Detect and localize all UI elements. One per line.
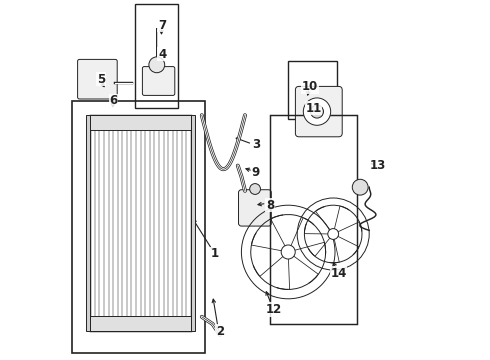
Text: 10: 10 <box>302 80 318 93</box>
Bar <box>288 61 337 119</box>
FancyBboxPatch shape <box>239 190 271 226</box>
Bar <box>135 4 178 108</box>
Text: 1: 1 <box>210 247 219 260</box>
Text: 6: 6 <box>109 94 118 107</box>
Circle shape <box>149 57 165 73</box>
FancyBboxPatch shape <box>77 59 117 99</box>
Bar <box>90 115 191 130</box>
Text: 9: 9 <box>252 166 260 179</box>
Circle shape <box>352 179 368 195</box>
FancyBboxPatch shape <box>295 86 342 137</box>
Text: 7: 7 <box>158 19 166 32</box>
Text: 2: 2 <box>216 325 224 338</box>
Bar <box>72 101 205 353</box>
Text: 14: 14 <box>330 267 347 280</box>
Text: 12: 12 <box>266 303 282 316</box>
Circle shape <box>328 229 339 239</box>
Bar <box>191 115 195 331</box>
Circle shape <box>250 184 261 194</box>
Circle shape <box>303 98 331 125</box>
Circle shape <box>311 105 323 118</box>
Text: 5: 5 <box>97 73 105 86</box>
FancyBboxPatch shape <box>143 67 175 95</box>
Text: 3: 3 <box>252 138 260 150</box>
Text: 13: 13 <box>370 159 386 172</box>
Circle shape <box>281 245 295 259</box>
Bar <box>86 115 90 331</box>
Text: 11: 11 <box>305 102 321 114</box>
Text: 4: 4 <box>158 48 166 60</box>
Bar <box>270 115 357 324</box>
Text: 8: 8 <box>266 199 274 212</box>
Bar <box>90 115 191 331</box>
Bar <box>90 316 191 331</box>
